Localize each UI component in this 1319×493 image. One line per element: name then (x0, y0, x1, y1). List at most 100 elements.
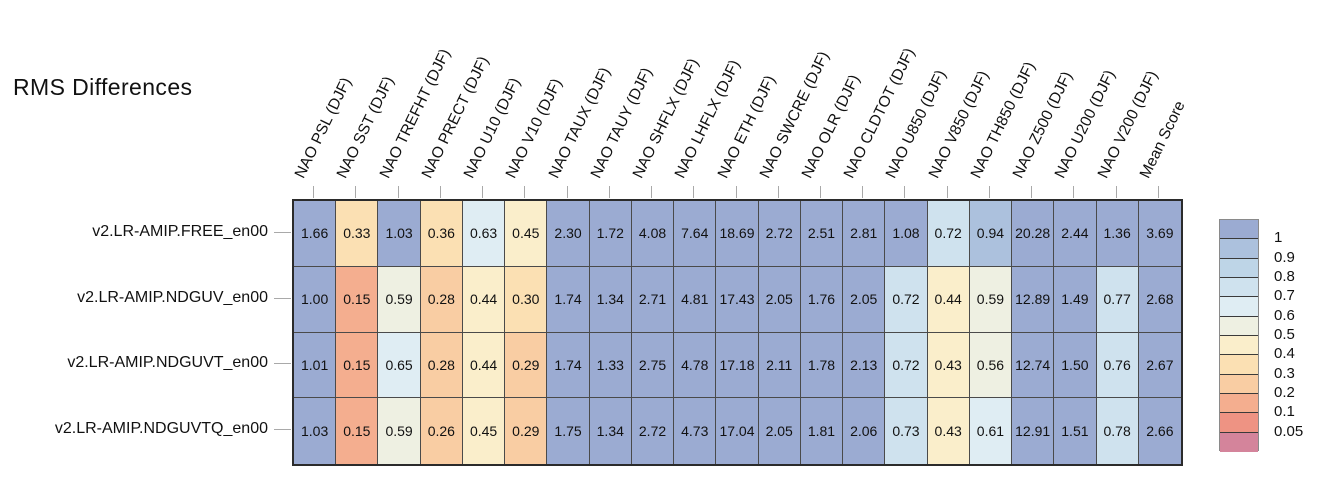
heatmap-cell: 0.77 (1096, 266, 1139, 333)
heatmap-cell: 1.33 (589, 332, 632, 399)
column-tick (482, 186, 484, 198)
row-tick (274, 231, 291, 233)
heatmap-cell: 2.67 (1138, 332, 1181, 399)
legend-tick-label: 0.9 (1274, 248, 1295, 266)
color-legend (1219, 219, 1259, 452)
heatmap-cell: 2.11 (758, 332, 801, 399)
legend-color-band (1220, 432, 1258, 452)
column-tick (1157, 186, 1159, 198)
legend-tick-label: 0.6 (1274, 306, 1295, 324)
heatmap-cell: 4.08 (631, 201, 675, 267)
heatmap-cell: 0.29 (505, 332, 548, 399)
heatmap-cell: 4.73 (674, 398, 717, 464)
row-tick (274, 297, 291, 299)
row-tick (274, 429, 291, 431)
legend-color-band (1220, 297, 1258, 317)
column-tick (355, 186, 357, 198)
heatmap-cell: 0.76 (1096, 332, 1139, 399)
column-tick (946, 186, 948, 198)
heatmap-cell: 12.91 (1012, 398, 1055, 464)
row-tick (274, 363, 291, 365)
heatmap-cell: 2.05 (843, 266, 886, 333)
heatmap-cell: 17.18 (716, 332, 759, 399)
heatmap-cell: 1.49 (1054, 266, 1097, 333)
heatmap-cell: 20.28 (1012, 201, 1055, 267)
legend-tick-label: 0.1 (1274, 403, 1295, 421)
legend-tick-label: 0.3 (1274, 364, 1295, 382)
heatmap-cell: 1.34 (589, 266, 632, 333)
heatmap-cell: 0.29 (505, 398, 548, 464)
legend-color-band (1220, 335, 1258, 356)
heatmap-cell: 2.66 (1138, 398, 1181, 464)
column-tick (313, 186, 315, 198)
legend-color-band (1220, 355, 1258, 375)
chart-title: RMS Differences (13, 74, 193, 100)
heatmap-cell: 0.45 (462, 398, 506, 464)
heatmap-cell: 0.44 (462, 266, 506, 333)
column-tick (524, 186, 526, 198)
heatmap-cell: 0.15 (336, 332, 379, 399)
legend-tick-label: 0.8 (1274, 268, 1295, 285)
heatmap-cell: 7.64 (674, 201, 717, 267)
legend-tick-label: 0.4 (1274, 345, 1295, 363)
heatmap-cell: 0.28 (420, 332, 463, 399)
column-tick (904, 186, 906, 198)
heatmap-cell: 17.43 (716, 266, 759, 333)
heatmap-cell: 0.59 (378, 398, 421, 464)
heatmap-cell: 3.69 (1138, 201, 1181, 267)
heatmap-cell: 0.43 (927, 398, 970, 464)
heatmap-cell: 0.26 (420, 398, 463, 464)
column-tick (1031, 186, 1033, 198)
heatmap-cell: 0.59 (969, 266, 1013, 333)
heatmap-cell: 0.65 (378, 332, 421, 399)
heatmap-cell: 2.71 (631, 266, 675, 333)
legend-color-band (1220, 374, 1258, 394)
column-tick (819, 186, 821, 198)
heatmap-cell: 0.30 (505, 266, 548, 333)
heatmap-cell: 1.78 (800, 332, 844, 399)
heatmap-cell: 0.61 (969, 398, 1013, 464)
heatmap-cell: 2.51 (800, 201, 844, 267)
heatmap-cell: 0.44 (927, 266, 970, 333)
legend-color-band (1220, 393, 1258, 414)
heatmap-cell: 0.15 (336, 398, 379, 464)
heatmap-cell: 12.74 (1012, 332, 1055, 399)
heatmap-cell: 0.72 (885, 266, 928, 333)
column-tick (1115, 186, 1117, 198)
row-label: v2.LR-AMIP.NDGUV_en00 (77, 288, 268, 306)
heatmap-cell: 1.36 (1096, 201, 1139, 267)
heatmap-cell: 0.73 (885, 398, 928, 464)
heatmap-cell: 1.66 (294, 201, 337, 267)
heatmap-cell: 1.74 (547, 332, 590, 399)
heatmap-cell: 0.94 (969, 201, 1013, 267)
heatmap-cell: 1.51 (1054, 398, 1097, 464)
heatmap-cell: 17.04 (716, 398, 759, 464)
heatmap-cell: 2.68 (1138, 266, 1181, 333)
legend-color-band (1220, 277, 1258, 298)
heatmap-cell: 2.05 (758, 266, 801, 333)
column-tick (1073, 186, 1075, 198)
column-tick (608, 186, 610, 198)
row-label: v2.LR-AMIP.FREE_en00 (92, 222, 268, 240)
heatmap-cell: 1.34 (589, 398, 632, 464)
heatmap-cell: 2.44 (1054, 201, 1097, 267)
heatmap-cell: 12.89 (1012, 266, 1055, 333)
heatmap-cell: 1.75 (547, 398, 590, 464)
column-tick (439, 186, 441, 198)
heatmap-cell: 2.05 (758, 398, 801, 464)
column-tick (735, 186, 737, 198)
heatmap-cell: 18.69 (716, 201, 759, 267)
heatmap-cell: 0.72 (885, 332, 928, 399)
column-header: Mean Score (1136, 98, 1189, 181)
heatmap-cell: 4.81 (674, 266, 717, 333)
heatmap-cell: 2.13 (843, 332, 886, 399)
heatmap-grid: 1.66 0.33 1.03 0.36 0.63 0.45 2.30 1.72 4.08 7.64… (292, 199, 1183, 466)
heatmap-cell: 0.59 (378, 266, 421, 333)
heatmap-cell: 0.78 (1096, 398, 1139, 464)
heatmap-cell: 0.56 (969, 332, 1013, 399)
heatmap-cell: 2.75 (631, 332, 675, 399)
heatmap-cell: 0.45 (505, 201, 548, 267)
column-tick (397, 186, 399, 198)
legend-color-band (1220, 258, 1258, 278)
